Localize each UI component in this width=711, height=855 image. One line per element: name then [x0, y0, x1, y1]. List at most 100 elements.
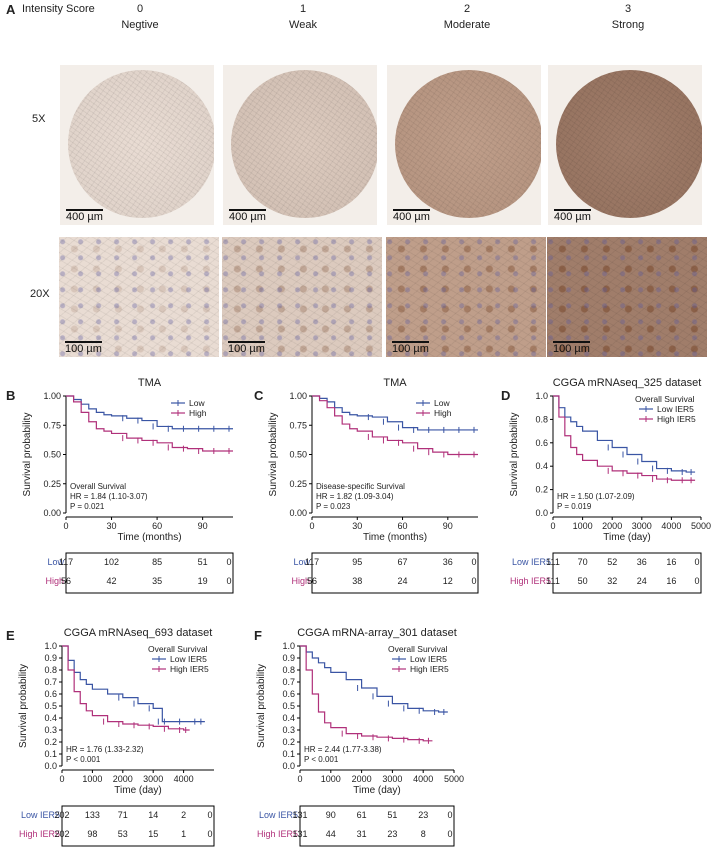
risk-value: 50 [578, 576, 588, 586]
chart-title: TMA [383, 377, 407, 389]
risk-value: 56 [307, 576, 317, 586]
scale-bar-100um: 100 µm [392, 341, 429, 355]
km-chart-svg: CGGA mRNAseq_325 dataset 0.0 0.2 0.4 0.6 0.8 1… [509, 377, 711, 594]
y-tick-label: 0.4 [44, 713, 57, 723]
risk-row-label: Low [293, 557, 310, 567]
y-tick-label: 0.9 [44, 653, 57, 663]
magnification-5x: 5X [32, 113, 46, 125]
risk-value: 15 [148, 829, 158, 839]
risk-row-label: High IER5 [19, 829, 60, 839]
y-tick-label: 0.6 [535, 438, 548, 448]
tissue-core [395, 70, 541, 218]
y-axis-label: Survival probability [18, 664, 29, 748]
y-tick-label: 0.75 [43, 420, 61, 430]
x-tick-label: 1000 [321, 774, 341, 784]
risk-value: 61 [357, 810, 367, 820]
score-name: Weak [289, 19, 317, 31]
micrograph-20x: 100 µm [547, 237, 707, 357]
y-tick-label: 0.3 [44, 725, 57, 735]
risk-value: 70 [578, 557, 588, 567]
tma-core-image: 400 µm [60, 65, 214, 225]
risk-value: 56 [61, 576, 71, 586]
risk-row-label: High [45, 576, 64, 586]
y-axis-label: Survival probability [268, 413, 279, 497]
y-tick-label: 0.00 [43, 508, 61, 518]
risk-value: 23 [418, 810, 428, 820]
x-tick-label: 30 [352, 521, 362, 531]
chart-title: CGGA mRNAseq_325 dataset [553, 377, 702, 389]
x-tick-label: 60 [398, 521, 408, 531]
x-tick-label: 0 [59, 774, 64, 784]
x-tick-label: 2000 [113, 774, 133, 784]
panel-label-b: B [6, 388, 16, 403]
y-tick-label: 0.4 [282, 713, 295, 723]
chart-title: TMA [138, 377, 162, 389]
risk-value: 90 [326, 810, 336, 820]
risk-value: 38 [352, 576, 362, 586]
risk-value: 98 [87, 829, 97, 839]
km-chart-svg: CGGA mRNA-array_301 dataset 0.0 0.1 0.2 0.3 0… [256, 627, 464, 847]
tissue-core [68, 70, 214, 218]
y-tick-label: 0.50 [289, 450, 307, 460]
legend-label: High [434, 408, 452, 418]
y-tick-label: 0.6 [282, 689, 295, 699]
stat-annotation: P = 0.023 [316, 502, 351, 511]
scale-bar-400um: 400 µm [393, 209, 430, 223]
x-tick-label: 3000 [143, 774, 163, 784]
survival-curve-high [66, 395, 233, 452]
y-tick-label: 0.1 [44, 749, 57, 759]
stat-annotation: P = 0.019 [557, 502, 592, 511]
risk-value: 202 [54, 810, 69, 820]
micrograph-20x: 100 µm [59, 237, 219, 357]
score-number: 1 [299, 3, 307, 15]
survival-curve-low [66, 395, 233, 430]
tma-core-image: 400 µm [548, 65, 702, 225]
risk-value: 42 [107, 576, 117, 586]
x-tick-label: 0 [63, 521, 68, 531]
survival-curve-high [300, 645, 433, 742]
scale-bar-100um: 100 µm [553, 341, 590, 355]
y-tick-label: 0.0 [44, 761, 57, 771]
panel-label-c: C [254, 388, 264, 403]
risk-row-label: Low IER5 [512, 557, 551, 567]
y-tick-label: 0.5 [282, 701, 295, 711]
y-tick-label: 1.0 [282, 641, 295, 651]
stat-annotation: HR = 1.50 (1.07-2.09) [557, 492, 635, 501]
risk-value: 44 [326, 829, 336, 839]
scale-bar-100um: 100 µm [65, 341, 102, 355]
x-tick-label: 0 [297, 774, 302, 784]
risk-value: 117 [305, 557, 319, 567]
legend-label: Low [189, 398, 205, 408]
risk-row-label: Low IER5 [21, 810, 60, 820]
score-number: 0 [136, 3, 144, 15]
stat-annotation: HR = 1.84 (1.10-3.07) [70, 492, 148, 501]
y-tick-label: 0.25 [289, 479, 307, 489]
x-tick-label: 5000 [691, 521, 711, 531]
risk-value: 85 [152, 557, 162, 567]
km-panel-f: CGGA mRNA-array_301 dataset 0.0 0.1 0.2 0.3 0… [242, 627, 472, 850]
legend-label: Low [434, 398, 450, 408]
risk-table-box [65, 552, 234, 594]
risk-value: 31 [357, 829, 367, 839]
km-chart-svg: TMA 0.00 0.25 0.50 0.75 1.00 0 30 60 90 Time (mont… [268, 377, 479, 594]
y-tick-label: 0.2 [44, 737, 57, 747]
risk-value: 133 [85, 810, 100, 820]
risk-value: 95 [352, 557, 362, 567]
tma-core-image: 400 µm [223, 65, 377, 225]
risk-value: 0 [226, 576, 231, 586]
risk-value: 117 [59, 557, 73, 567]
x-tick-label: 1000 [82, 774, 102, 784]
y-tick-label: 1.0 [535, 391, 548, 401]
risk-value: 24 [637, 576, 647, 586]
y-tick-label: 0.00 [289, 508, 307, 518]
risk-value: 16 [666, 576, 676, 586]
x-tick-label: 90 [198, 521, 208, 531]
y-tick-label: 0.25 [43, 479, 61, 489]
y-axis-label: Survival probability [256, 664, 267, 748]
tissue-core [556, 70, 702, 218]
risk-table-box [61, 805, 215, 847]
x-tick-label: 0 [309, 521, 314, 531]
risk-value: 51 [387, 810, 397, 820]
y-tick-label: 1.0 [44, 641, 57, 651]
y-axis-label: Survival probability [509, 413, 520, 497]
